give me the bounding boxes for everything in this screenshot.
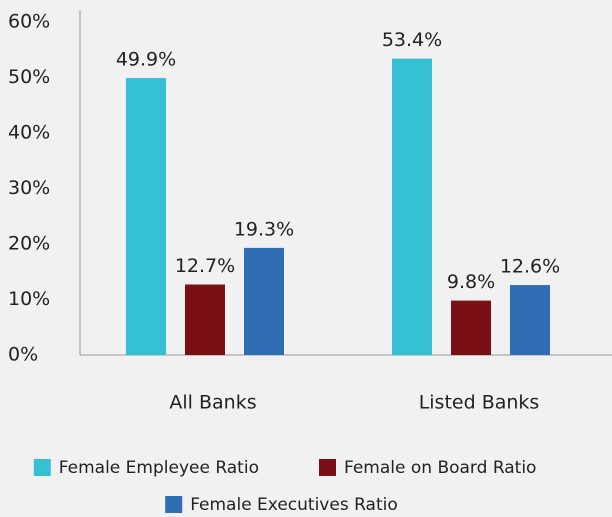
y-tick-label: 30% bbox=[8, 177, 50, 199]
x-tick-label: All Banks bbox=[169, 392, 256, 414]
y-tick-label: 10% bbox=[8, 288, 50, 310]
y-tick-label: 0% bbox=[8, 344, 38, 366]
legend-swatch bbox=[33, 459, 51, 476]
bar bbox=[510, 285, 550, 355]
y-tick-label: 40% bbox=[8, 122, 50, 144]
legend-label: Female on Board Ratio bbox=[344, 458, 536, 478]
value-label: 49.9% bbox=[116, 49, 176, 71]
legend-label: Female Empleyee Ratio bbox=[59, 458, 259, 478]
x-tick-label: Listed Banks bbox=[419, 392, 540, 414]
value-label: 12.7% bbox=[175, 255, 235, 277]
bar bbox=[392, 58, 432, 355]
value-label: 9.8% bbox=[447, 271, 495, 293]
bar bbox=[451, 300, 491, 355]
y-tick-label: 20% bbox=[8, 233, 50, 255]
legend-label: Female Executives Ratio bbox=[190, 495, 398, 515]
value-label: 12.6% bbox=[500, 256, 560, 278]
y-tick-label: 60% bbox=[8, 11, 50, 33]
value-label: 19.3% bbox=[234, 218, 294, 240]
legend-swatch bbox=[319, 459, 336, 476]
bar bbox=[185, 284, 225, 355]
value-label: 53.4% bbox=[382, 29, 442, 51]
bar bbox=[126, 78, 166, 356]
bar bbox=[244, 247, 284, 355]
legend-swatch bbox=[165, 496, 183, 513]
y-tick-label: 50% bbox=[8, 66, 50, 88]
